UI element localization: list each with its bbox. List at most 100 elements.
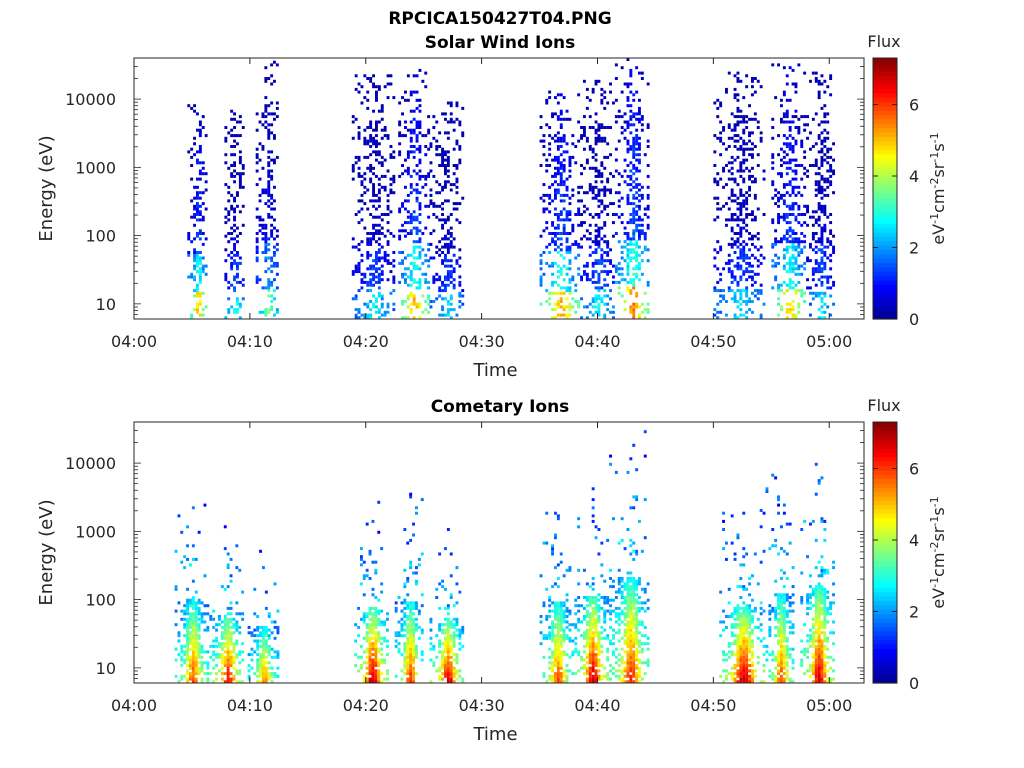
- heatmap-cell: [562, 653, 566, 657]
- heatmap-cell: [577, 223, 581, 227]
- heatmap-cell: [226, 631, 230, 635]
- heatmap-cell: [629, 221, 633, 225]
- heatmap-cell: [638, 253, 641, 257]
- heatmap-cell: [449, 639, 453, 643]
- heatmap-cell: [730, 259, 734, 263]
- heatmap-cell: [372, 215, 375, 219]
- x-tick-label: 04:30: [459, 332, 505, 351]
- heatmap-cell: [788, 161, 792, 165]
- heatmap-cell: [629, 644, 633, 648]
- heatmap-cell: [406, 193, 410, 197]
- heatmap-cell: [458, 300, 462, 303]
- heatmap-cell: [412, 251, 416, 254]
- heatmap-cell: [785, 302, 789, 306]
- heatmap-cell: [236, 308, 239, 312]
- heatmap-cell: [354, 264, 358, 268]
- heatmap-cell: [446, 650, 450, 654]
- heatmap-cell: [215, 664, 218, 667]
- heatmap-cell: [638, 153, 641, 157]
- heatmap-cell: [449, 666, 453, 670]
- heatmap-cell: [351, 177, 355, 181]
- heatmap-cell: [638, 193, 641, 197]
- heatmap-cell: [362, 577, 366, 580]
- heatmap-cell: [797, 128, 801, 132]
- heatmap-cell: [186, 644, 189, 648]
- heatmap-cell: [583, 658, 586, 662]
- heatmap-cell: [233, 126, 236, 129]
- heatmap-cell: [785, 166, 789, 170]
- heatmap-cell: [635, 142, 639, 146]
- heatmap-cell: [545, 98, 549, 102]
- heatmap-cell: [412, 571, 415, 575]
- heatmap-cell: [264, 256, 268, 260]
- heatmap-cell: [632, 316, 636, 319]
- heatmap-cell: [617, 628, 621, 632]
- heatmap-cell: [273, 245, 276, 249]
- heatmap-cell: [409, 631, 413, 635]
- colorbar-band: [873, 184, 897, 190]
- heatmap-cell: [794, 259, 798, 263]
- heatmap-cell: [400, 628, 404, 632]
- heatmap-cell: [362, 620, 366, 624]
- heatmap-cell: [444, 289, 447, 293]
- heatmap-cell: [788, 245, 792, 249]
- heatmap-cell: [189, 636, 192, 640]
- heatmap-cell: [354, 270, 358, 274]
- heatmap-cell: [261, 251, 265, 254]
- heatmap-cell: [609, 669, 612, 673]
- heatmap-cell: [369, 240, 373, 244]
- heatmap-cell: [198, 196, 202, 200]
- heatmap-cell: [771, 286, 775, 290]
- heatmap-cell: [640, 185, 644, 189]
- heatmap-cell: [193, 109, 196, 113]
- heatmap-cell: [452, 644, 456, 648]
- heatmap-cell: [371, 636, 375, 640]
- heatmap-cell: [583, 272, 586, 276]
- heatmap-cell: [375, 267, 378, 271]
- heatmap-cell: [594, 120, 598, 124]
- heatmap-cell: [568, 655, 572, 659]
- heatmap-cell: [441, 147, 444, 151]
- heatmap-cell: [722, 267, 725, 271]
- heatmap-cell: [585, 596, 589, 599]
- heatmap-cell: [412, 533, 415, 537]
- heatmap-cell: [727, 177, 731, 181]
- heatmap-cell: [583, 126, 586, 129]
- heatmap-cell: [759, 291, 763, 295]
- heatmap-cell: [380, 272, 384, 276]
- heatmap-cell: [548, 655, 552, 659]
- heatmap-cell: [189, 672, 192, 676]
- heatmap-cell: [820, 191, 824, 195]
- heatmap-cell: [588, 302, 592, 306]
- heatmap-cell: [377, 259, 381, 263]
- heatmap-cell: [375, 275, 378, 279]
- heatmap-cell: [220, 625, 224, 629]
- heatmap-cell: [415, 286, 419, 290]
- heatmap-cell: [626, 280, 630, 284]
- heatmap-cell: [785, 172, 789, 176]
- heatmap-cell: [255, 153, 259, 157]
- heatmap-cell: [623, 642, 627, 646]
- heatmap-cell: [756, 164, 760, 167]
- heatmap-cell: [375, 251, 378, 254]
- heatmap-cell: [351, 136, 355, 140]
- heatmap-cell: [809, 79, 812, 83]
- heatmap-cell: [609, 126, 612, 129]
- heatmap-cell: [215, 623, 218, 627]
- heatmap-cell: [183, 653, 187, 657]
- heatmap-cell: [640, 310, 644, 314]
- heatmap-cell: [226, 674, 230, 678]
- heatmap-cell: [383, 658, 386, 662]
- heatmap-cell: [556, 666, 560, 670]
- heatmap-cell: [375, 280, 378, 284]
- heatmap-cell: [583, 134, 586, 138]
- heatmap-cell: [539, 253, 543, 257]
- heatmap-cell: [597, 79, 601, 83]
- heatmap-cell: [585, 158, 589, 162]
- heatmap-cell: [811, 278, 815, 282]
- heatmap-cell: [267, 280, 271, 284]
- heatmap-cell: [273, 289, 276, 293]
- heatmap-cell: [455, 313, 459, 317]
- heatmap-cell: [409, 634, 413, 638]
